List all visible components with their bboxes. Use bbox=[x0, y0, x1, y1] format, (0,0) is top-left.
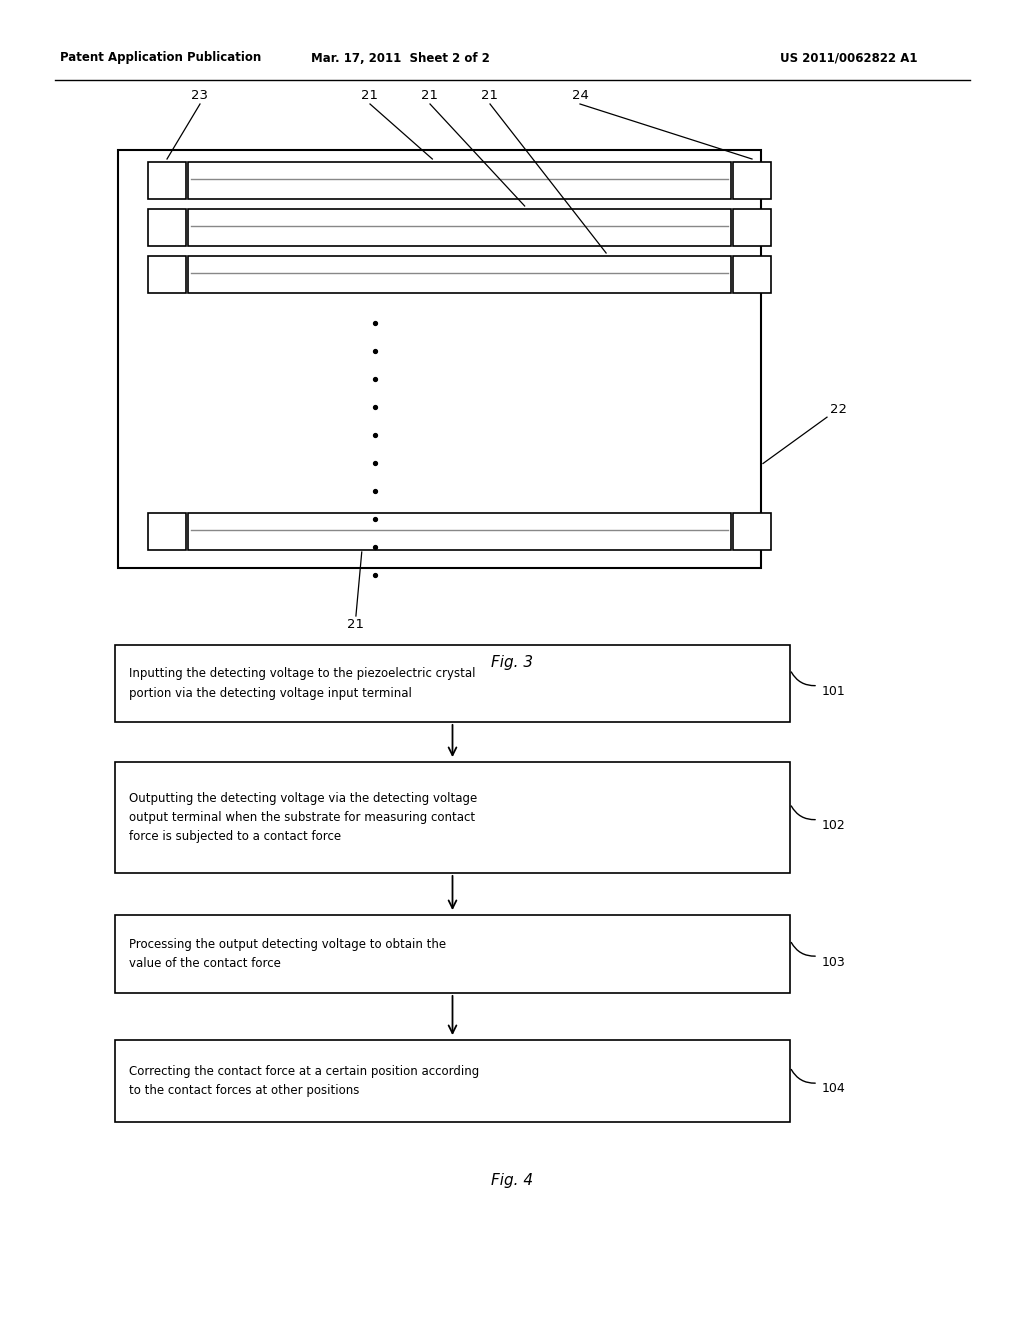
Text: Processing the output detecting voltage to obtain the
value of the contact force: Processing the output detecting voltage … bbox=[129, 939, 446, 970]
Bar bbox=[188, 256, 731, 293]
Text: Fig. 3: Fig. 3 bbox=[490, 656, 534, 671]
Bar bbox=[188, 209, 731, 246]
Text: 21: 21 bbox=[347, 618, 365, 631]
Text: Mar. 17, 2011  Sheet 2 of 2: Mar. 17, 2011 Sheet 2 of 2 bbox=[310, 51, 489, 65]
Text: Outputting the detecting voltage via the detecting voltage
output terminal when : Outputting the detecting voltage via the… bbox=[129, 792, 477, 843]
Text: 23: 23 bbox=[191, 88, 209, 102]
Bar bbox=[733, 209, 771, 246]
Text: 103: 103 bbox=[822, 956, 846, 969]
Bar bbox=[733, 256, 771, 293]
Text: 22: 22 bbox=[830, 403, 847, 416]
Text: 104: 104 bbox=[822, 1082, 846, 1096]
Bar bbox=[148, 209, 186, 246]
Bar bbox=[115, 645, 790, 722]
Bar bbox=[148, 162, 186, 199]
Bar bbox=[115, 1040, 790, 1122]
Bar bbox=[115, 762, 790, 873]
Text: 102: 102 bbox=[822, 818, 846, 832]
Text: 21: 21 bbox=[481, 88, 499, 102]
Text: US 2011/0062822 A1: US 2011/0062822 A1 bbox=[780, 51, 918, 65]
Text: Patent Application Publication: Patent Application Publication bbox=[60, 51, 261, 65]
Bar bbox=[733, 162, 771, 199]
Text: Inputting the detecting voltage to the piezoelectric crystal
portion via the det: Inputting the detecting voltage to the p… bbox=[129, 668, 475, 700]
Text: Fig. 4: Fig. 4 bbox=[490, 1172, 534, 1188]
Bar bbox=[148, 256, 186, 293]
Text: 101: 101 bbox=[822, 685, 846, 698]
Bar bbox=[148, 513, 186, 550]
Bar bbox=[733, 513, 771, 550]
Bar bbox=[115, 915, 790, 993]
Text: 24: 24 bbox=[571, 88, 589, 102]
Text: Correcting the contact force at a certain position according
to the contact forc: Correcting the contact force at a certai… bbox=[129, 1065, 479, 1097]
Bar bbox=[188, 513, 731, 550]
Bar bbox=[118, 150, 761, 568]
Text: 21: 21 bbox=[361, 88, 379, 102]
Bar bbox=[188, 162, 731, 199]
Text: 21: 21 bbox=[422, 88, 438, 102]
